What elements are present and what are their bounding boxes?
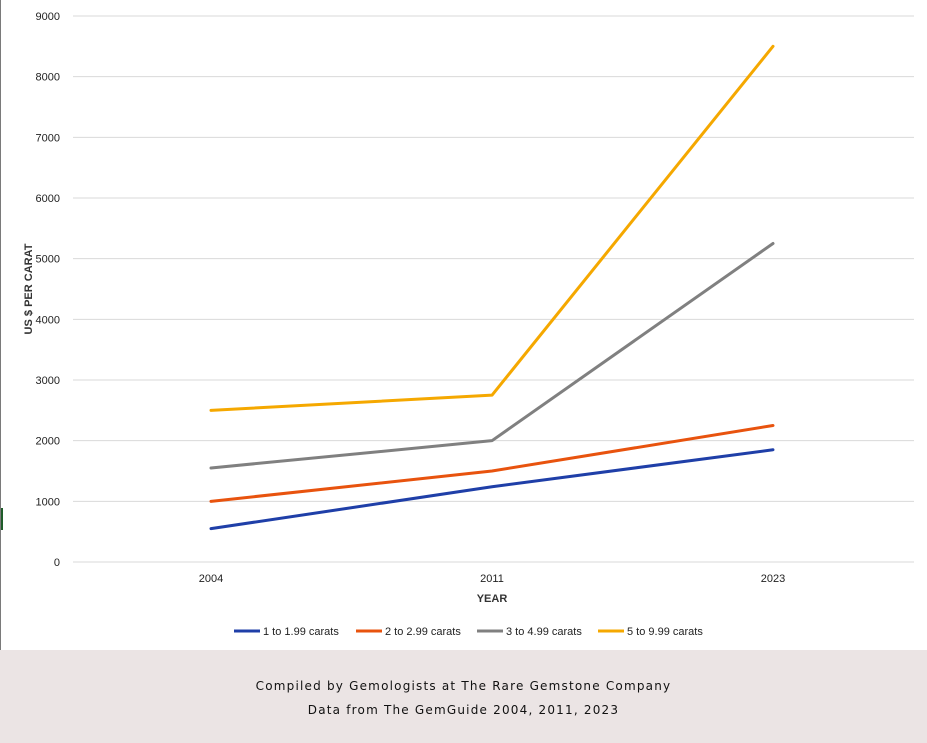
y-tick-label: 9000 [36,11,60,23]
footer-caption: Compiled by Gemologists at The Rare Gems… [0,650,927,743]
y-tick-label: 8000 [36,72,60,84]
x-tick-label: 2004 [199,573,223,585]
footer-credit: Compiled by Gemologists at The Rare Gems… [255,679,672,693]
legend-label: 2 to 2.99 carats [385,626,461,638]
series-line [209,44,775,412]
y-tick-label: 2000 [36,436,60,448]
series-line [209,448,775,531]
legend-label: 3 to 4.99 carats [506,626,582,638]
x-tick-label: 2011 [480,573,504,585]
series-line [209,424,775,503]
line-chart: 0 1000 2000 3000 4000 5000 6000 7000 8000 9000 200… [23,11,914,638]
y-tick-label: 1000 [36,496,60,508]
series-line [209,242,775,470]
y-tick-label: 0 [54,557,60,569]
footer-source: Data from The GemGuide 2004, 2011, 2023 [307,703,620,717]
legend-label: 5 to 9.99 carats [627,626,703,638]
x-tick-label: 2023 [761,573,785,585]
edge-marker [1,508,3,530]
y-tick-label: 6000 [36,193,60,205]
y-tick-label: 7000 [36,132,60,144]
legend-label: 1 to 1.99 carats [263,626,339,638]
y-tick-label: 5000 [36,254,60,266]
y-tick-label: 3000 [36,375,60,387]
y-tick-label: 4000 [36,314,60,326]
y-axis-title: US $ PER CARAT [23,243,35,334]
chart-area: 0 1000 2000 3000 4000 5000 6000 7000 8000 9000 200… [0,0,914,650]
x-axis-title: YEAR [477,593,508,605]
